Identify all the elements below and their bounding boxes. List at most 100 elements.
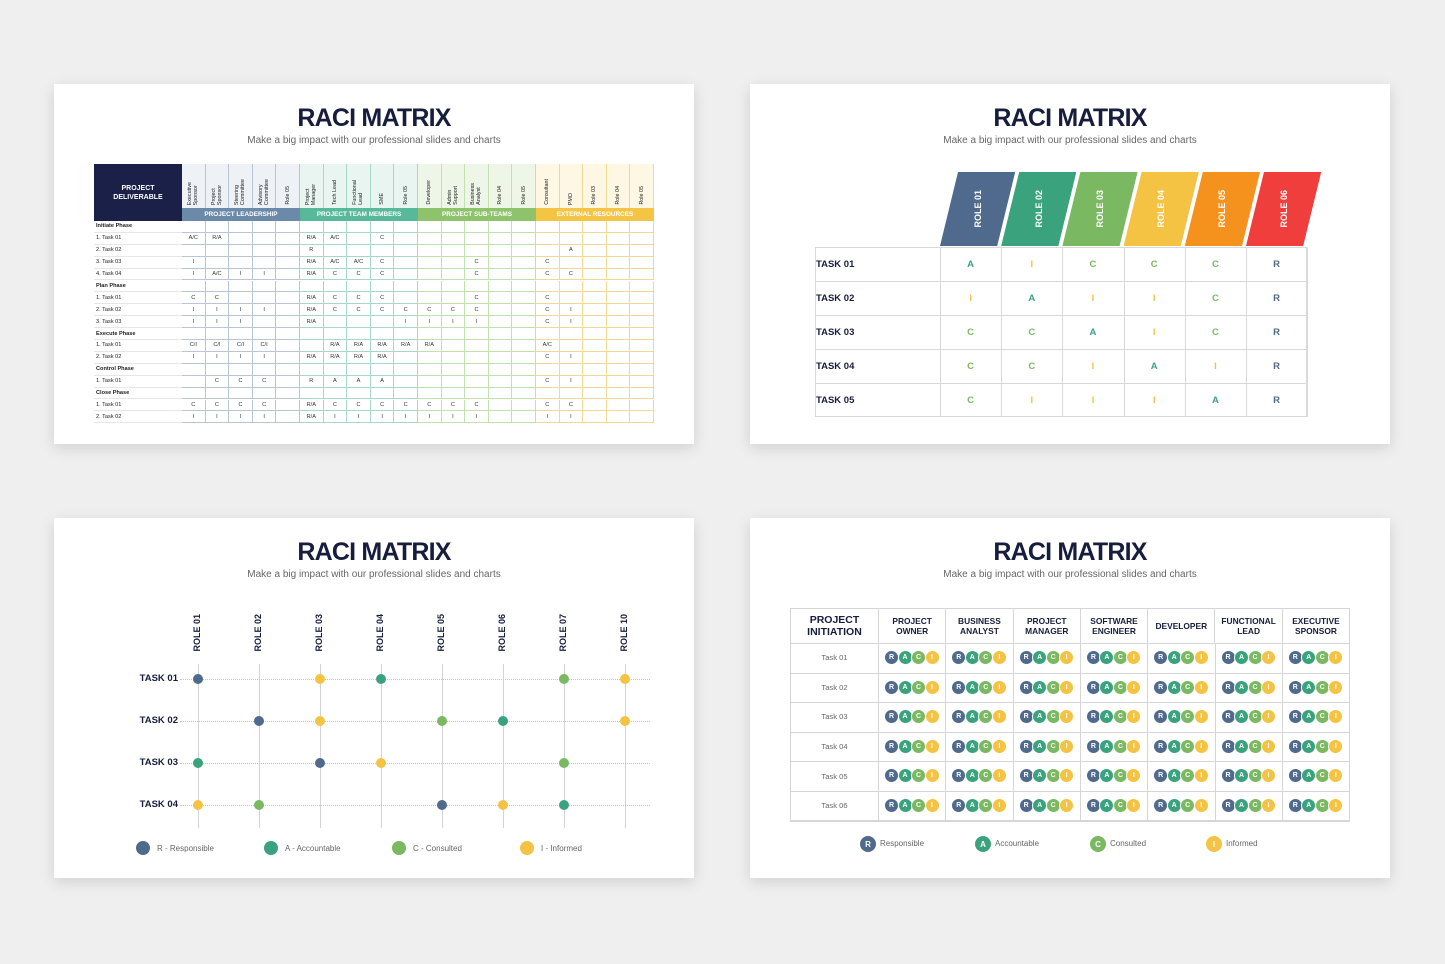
task-label: 2. Task 02 <box>94 352 182 364</box>
role-label: Role 04 <box>615 186 622 205</box>
raci-cell <box>441 328 466 340</box>
raci-letter: A <box>1032 738 1048 754</box>
role-label: SME <box>379 193 386 205</box>
raci-letter: I <box>924 709 940 725</box>
raci-cell: C <box>205 292 230 305</box>
raci-cell <box>465 351 489 364</box>
role-header: Business Analyst <box>465 164 489 208</box>
legend-label: Informed <box>1226 839 1258 848</box>
raci-cell <box>465 232 489 245</box>
raci-cell: I <box>559 304 584 317</box>
raci-cell: I <box>323 411 348 424</box>
raci-letter: I <box>1261 768 1276 784</box>
raci-letter: I <box>1126 798 1142 813</box>
col-divider <box>1214 643 1216 673</box>
phase-label: Plan Phase <box>94 281 182 293</box>
raci-letter: C <box>911 798 926 813</box>
raci-value: I <box>1152 292 1156 304</box>
raci-cell <box>370 221 395 233</box>
col-divider <box>1079 672 1081 703</box>
raci-cell <box>583 221 607 233</box>
raci-cell <box>465 363 489 376</box>
column-header: FUNCTIONAL LEAD <box>1216 608 1283 643</box>
raci-cell: C <box>370 268 395 281</box>
raci-cell: R/A <box>323 340 348 352</box>
raci-value: C <box>1089 258 1097 270</box>
raci-cell <box>630 351 654 364</box>
raci-letter: R <box>951 679 967 695</box>
raci-dot <box>193 800 203 810</box>
role-header: Consultant <box>536 164 560 208</box>
role-header: ROLE 01 <box>192 614 202 652</box>
raci-cell <box>606 244 631 257</box>
task-label: Task 06 <box>791 791 879 821</box>
raci-letter: C <box>1314 709 1330 725</box>
raci-cell <box>606 411 631 424</box>
raci-value: I <box>1091 292 1095 304</box>
raci-cell <box>252 387 277 400</box>
legend-badge: R <box>860 836 876 852</box>
raci-letter: A <box>1234 768 1249 784</box>
raci-cell <box>229 387 253 400</box>
col-divider <box>1214 791 1216 821</box>
raci-cell <box>583 387 607 400</box>
raci-cell: I <box>252 268 277 281</box>
slide-raci-colored-roles[interactable]: RACI MATRIX Make a big impact with our p… <box>750 84 1390 444</box>
col-divider <box>1349 643 1351 673</box>
task-label: Task 01 <box>791 643 879 673</box>
raci-letter: C <box>1247 650 1263 665</box>
raci-cell <box>182 244 206 257</box>
raci-cell <box>252 280 277 293</box>
raci-letter: C <box>1180 798 1196 813</box>
raci-value: I <box>1091 360 1095 372</box>
raci-cell <box>347 280 371 293</box>
raci-letter: I <box>991 798 1007 813</box>
raci-letter: C <box>1180 679 1196 695</box>
raci-cell <box>252 328 277 340</box>
raci-cell: C <box>465 399 489 412</box>
raci-cell: C <box>370 304 395 317</box>
slide-subtitle: Make a big impact with our professional … <box>943 135 1197 146</box>
raci-cell <box>418 363 442 376</box>
task-label: Task 03 <box>791 702 879 732</box>
raci-cell <box>205 244 230 257</box>
legend-dot <box>520 841 534 855</box>
raci-cell <box>559 363 584 376</box>
raci-letter: R <box>1220 709 1236 725</box>
raci-cell <box>323 244 348 257</box>
task-label: 1. Task 01 <box>94 340 182 352</box>
group-header: PROJECT SUB-TEAMS <box>418 208 536 221</box>
slide-raci-pill-table[interactable]: RACI MATRIX Make a big impact with our p… <box>750 518 1390 878</box>
col-divider <box>1214 761 1216 791</box>
raci-cell: C <box>536 375 560 388</box>
raci-cell <box>276 244 300 257</box>
role-header: PMO <box>559 164 584 208</box>
role-header: Functional Lead <box>347 164 371 208</box>
raci-letter: I <box>991 738 1007 754</box>
col-divider <box>1012 731 1014 762</box>
raci-cell <box>205 328 230 340</box>
raci-cell: I <box>182 268 206 281</box>
raci-cell <box>323 280 348 293</box>
slide-raci-table[interactable]: RACI MATRIX Make a big impact with our p… <box>54 84 694 444</box>
raci-letter: I <box>1193 798 1209 813</box>
raci-cell <box>512 268 536 281</box>
raci-cell <box>252 221 277 233</box>
raci-cell <box>536 221 560 233</box>
raci-cell <box>488 411 513 424</box>
slide-raci-dot-matrix[interactable]: RACI MATRIX Make a big impact with our p… <box>54 518 694 878</box>
raci-cell <box>465 375 489 388</box>
row-divider <box>790 761 1351 763</box>
col-divider <box>1012 791 1014 821</box>
raci-cell: I <box>182 411 206 424</box>
raci-cell <box>606 399 631 412</box>
